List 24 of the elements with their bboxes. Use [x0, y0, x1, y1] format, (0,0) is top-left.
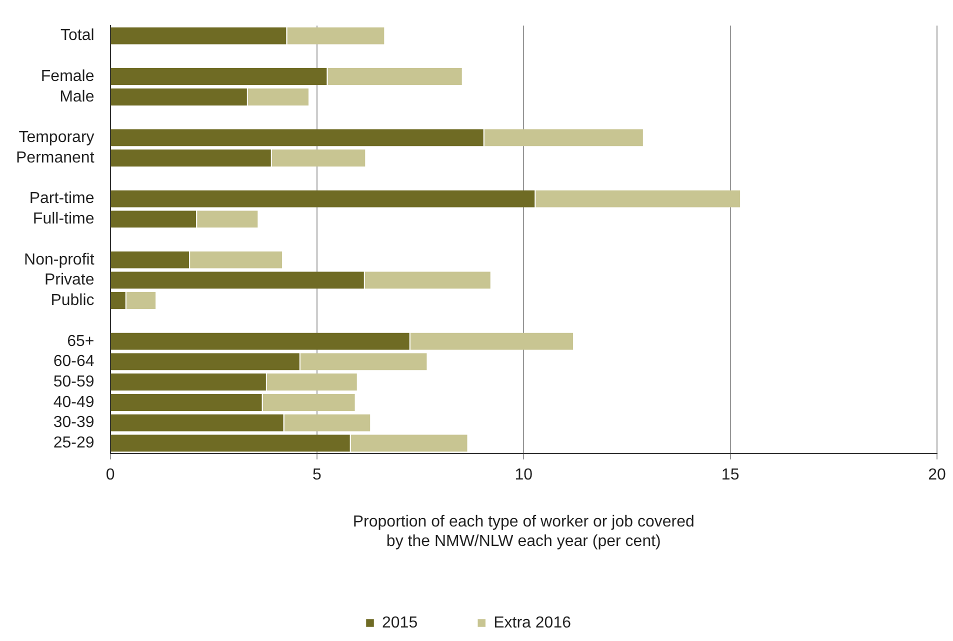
y-tick-label: Permanent [16, 149, 95, 166]
y-tick-label: Non-profit [24, 251, 95, 268]
x-axis-title: Proportion of each type of worker or job covered by the NMW/NLW each year (per cent) [352, 514, 694, 550]
y-tick-label: Full-time [32, 210, 94, 228]
y-tick-label: 50-59 [53, 374, 94, 391]
legend-label: 2015 [382, 614, 418, 632]
y-tick-label: 30-39 [53, 414, 94, 432]
y-tick-label: 25-29 [53, 434, 94, 452]
y-tick-label: 40-49 [53, 394, 94, 411]
y-tick-label: Male [60, 88, 94, 106]
y-tick-label: Total [60, 27, 94, 44]
x-tick-label: 0 [106, 466, 115, 484]
y-tick-label: Female [40, 68, 94, 85]
y-tick-label: Public [50, 292, 94, 310]
legend-label: Extra 2016 [494, 614, 572, 632]
y-tick-label: 65+ [67, 332, 94, 350]
y-tick-label: Private [44, 272, 94, 289]
y-tick-label: Temporary [18, 129, 94, 146]
y-tick-label: Part-time [29, 190, 94, 208]
x-tick-label: 20 [928, 466, 946, 484]
x-tick-label: 15 [721, 466, 740, 484]
y-tick-label: 60-64 [53, 353, 94, 370]
x-tick-label: 10 [514, 466, 533, 484]
x-tick-label: 5 [312, 466, 322, 484]
